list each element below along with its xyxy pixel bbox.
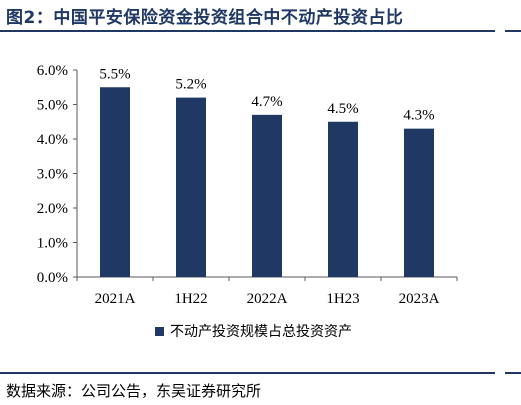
x-tick-label: 1H23	[326, 291, 359, 307]
legend-swatch	[155, 327, 164, 336]
bottom-rule	[0, 372, 495, 374]
source-note: 数据来源：公司公告，东吴证券研究所	[6, 382, 262, 400]
y-tick-label: 3.0%	[37, 167, 68, 183]
x-tick-label: 2021A	[95, 291, 136, 307]
y-tick-label: 4.0%	[37, 132, 68, 148]
bottom-rule-tick	[505, 372, 521, 374]
y-tick-label: 1.0%	[37, 236, 68, 252]
bar-chart: 0.0% 1.0% 2.0% 3.0% 4.0% 5.0% 6.0% 5.5% 2021A 5.2…	[37, 63, 458, 340]
x-tick-label: 1H22	[174, 291, 207, 307]
y-tick-label: 5.0%	[37, 98, 68, 114]
top-rule	[0, 30, 495, 32]
bar	[252, 114, 282, 277]
data-label: 4.5%	[327, 101, 358, 117]
bar	[404, 128, 434, 277]
x-tick-label: 2023A	[399, 291, 440, 307]
data-label: 5.2%	[175, 77, 206, 93]
bar	[176, 97, 206, 277]
x-tick-label: 2022A	[247, 291, 288, 307]
bar	[328, 121, 358, 277]
data-label: 4.7%	[251, 94, 282, 110]
y-tick-label: 0.0%	[37, 270, 68, 286]
figure-title: 图2：中国平安保险资金投资组合中不动产投资占比	[6, 8, 404, 28]
top-rule-tick	[505, 30, 521, 32]
y-tick-label: 6.0%	[37, 63, 68, 79]
y-tick-label: 2.0%	[37, 201, 68, 217]
data-label: 5.5%	[99, 66, 130, 82]
bar	[100, 87, 130, 277]
legend-label: 不动产投资规模占总投资资产	[170, 324, 352, 340]
data-label: 4.3%	[403, 108, 434, 124]
